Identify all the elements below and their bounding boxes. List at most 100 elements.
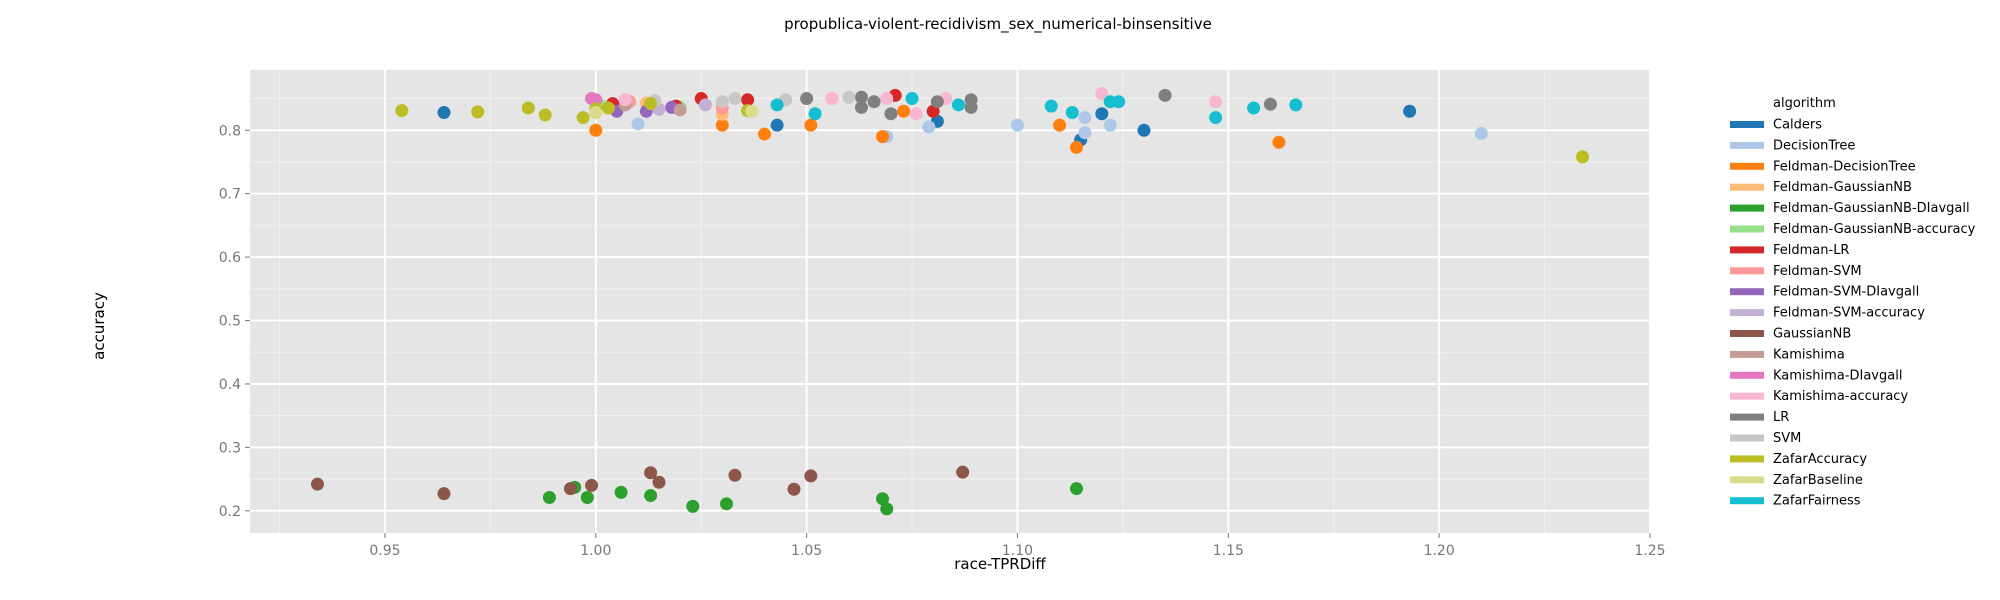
data-point	[614, 485, 628, 499]
legend-label: GaussianNB	[1773, 327, 1851, 342]
legend-label: ZafarAccuracy	[1773, 452, 1867, 467]
data-point	[1272, 135, 1286, 149]
data-point	[576, 111, 590, 125]
series-points	[800, 88, 1277, 121]
data-point	[897, 104, 911, 118]
data-point	[720, 497, 734, 511]
legend-item: Feldman-SVM-accuracy	[1730, 306, 1925, 321]
x-tick-label: 0.95	[369, 543, 400, 559]
data-point	[310, 477, 324, 491]
data-point	[580, 490, 594, 504]
data-point	[538, 108, 552, 122]
data-point	[1289, 98, 1303, 112]
legend-label: Feldman-SVM	[1773, 264, 1862, 279]
data-point	[644, 466, 658, 480]
legend-label: DecisionTree	[1773, 138, 1855, 153]
legend-swatch	[1730, 350, 1764, 358]
data-point	[770, 98, 784, 112]
data-point	[876, 130, 890, 144]
data-point	[715, 95, 729, 109]
legend-item: DecisionTree	[1730, 138, 1855, 153]
x-axis: 0.95 1.00 1.05 1.10 1.15 1.20 1.25	[369, 533, 1666, 559]
legend-item: Kamishima	[1730, 347, 1845, 362]
data-point	[1137, 123, 1151, 137]
series-points	[770, 92, 1303, 125]
legend-item: Feldman-GaussianNB-DIavgall	[1730, 201, 1970, 216]
plot-area	[250, 70, 1651, 533]
data-point	[618, 93, 632, 107]
data-point	[471, 105, 485, 119]
data-point	[867, 95, 881, 109]
legend-label: Feldman-LR	[1773, 243, 1849, 258]
data-point	[825, 92, 839, 106]
legend-label: Feldman-SVM-accuracy	[1773, 306, 1925, 321]
y-axis-title: accuracy	[90, 292, 108, 360]
legend-item: Feldman-LR	[1730, 243, 1849, 258]
legend-item: Feldman-SVM-DIavgall	[1730, 285, 1919, 300]
data-point	[1403, 104, 1417, 118]
y-tick-label: 0.2	[219, 504, 241, 520]
legend-label: Feldman-GaussianNB-accuracy	[1773, 222, 1976, 237]
y-tick-label: 0.8	[219, 123, 241, 139]
legend-swatch	[1730, 434, 1764, 442]
data-point	[1247, 101, 1261, 115]
legend-swatch	[1730, 162, 1764, 170]
data-point	[1095, 86, 1109, 100]
data-point	[589, 93, 603, 107]
legend-item: ZafarFairness	[1730, 494, 1861, 509]
data-point	[930, 95, 944, 109]
legend-swatch	[1730, 204, 1764, 212]
data-point	[1263, 97, 1277, 111]
data-point	[880, 92, 894, 106]
data-point	[854, 90, 868, 104]
data-point	[1103, 118, 1117, 132]
data-point	[437, 105, 451, 119]
data-point	[1078, 126, 1092, 140]
legend-label: Feldman-GaussianNB	[1773, 180, 1912, 195]
data-point	[804, 118, 818, 132]
series-points	[310, 465, 970, 501]
data-point	[644, 489, 658, 503]
data-point	[880, 502, 894, 516]
legend-swatch	[1730, 183, 1764, 191]
data-point	[922, 120, 936, 134]
data-point	[951, 98, 965, 112]
data-point	[1158, 88, 1172, 102]
legend-swatch	[1730, 497, 1764, 505]
legend-item: GaussianNB	[1730, 327, 1851, 342]
y-tick-label: 0.4	[219, 377, 241, 393]
series-points	[589, 104, 1286, 154]
legend-label: Feldman-DecisionTree	[1773, 159, 1916, 174]
data-point	[787, 482, 801, 496]
legend-swatch	[1730, 330, 1764, 337]
data-point	[1044, 99, 1058, 113]
legend-label: Feldman-SVM-DIavgall	[1773, 285, 1919, 300]
y-tick-label: 0.3	[219, 440, 241, 456]
series-points	[437, 104, 1417, 147]
data-point	[601, 101, 615, 115]
chart-title: propublica-violent-recidivism_sex_numeri…	[784, 15, 1212, 34]
data-point	[804, 469, 818, 483]
series-points	[618, 86, 1223, 121]
data-point	[842, 90, 856, 104]
data-point	[905, 92, 919, 106]
legend-swatch	[1730, 455, 1764, 463]
data-point	[589, 105, 603, 119]
legend-label: Calders	[1773, 118, 1822, 133]
data-point	[884, 107, 898, 121]
data-point	[652, 475, 666, 489]
data-point	[673, 103, 687, 117]
x-tick-label: 1.05	[791, 543, 822, 559]
data-point	[1010, 118, 1024, 132]
data-point	[631, 117, 645, 131]
legend-item: Kamishima-accuracy	[1730, 389, 1908, 404]
data-point	[757, 127, 771, 141]
legend-swatch	[1730, 121, 1764, 128]
legend-item: Feldman-GaussianNB-accuracy	[1730, 222, 1976, 237]
legend-label: LR	[1773, 410, 1789, 425]
legend-swatch	[1730, 476, 1764, 484]
data-point	[964, 100, 978, 114]
legend-label: Feldman-GaussianNB-DIavgall	[1773, 201, 1970, 216]
legend-item: LR	[1730, 410, 1789, 425]
legend-swatch	[1730, 413, 1764, 421]
